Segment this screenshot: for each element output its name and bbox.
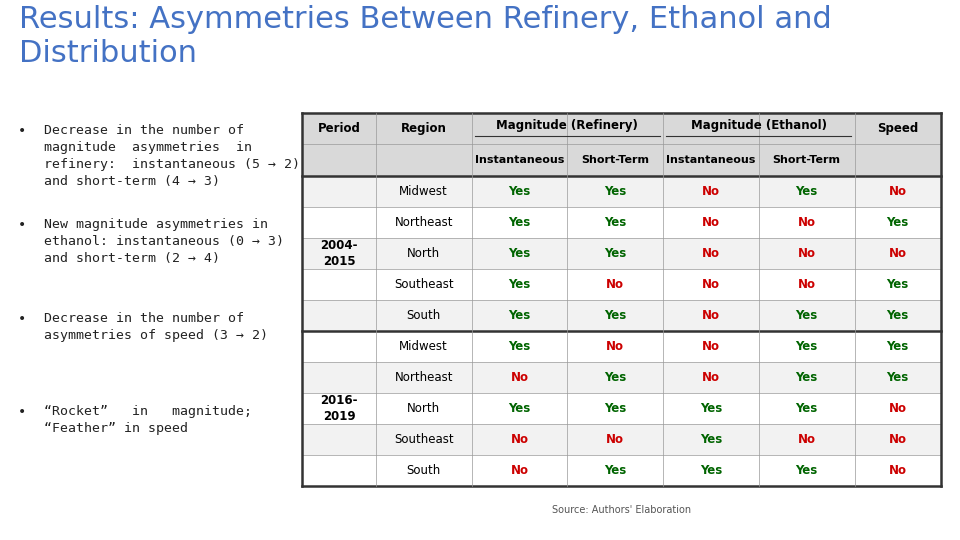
Text: No: No [889,247,906,260]
Text: North: North [407,247,441,260]
Text: 2016-
2019: 2016- 2019 [321,394,358,423]
Text: •: • [18,312,27,326]
Text: Instantaneous: Instantaneous [666,155,756,165]
Text: No: No [511,464,528,477]
Text: •: • [18,218,27,232]
Text: North: North [407,402,441,415]
Text: Yes: Yes [887,215,909,228]
Text: Yes: Yes [509,215,531,228]
Text: •: • [18,406,27,420]
Text: Yes: Yes [796,371,818,384]
Text: Period: Period [318,123,361,136]
Text: No: No [798,278,816,291]
Text: Northeast: Northeast [395,215,453,228]
Text: New magnitude asymmetries in
ethanol: instantaneous (0 → 3)
and short-term (2 → : New magnitude asymmetries in ethanol: in… [44,218,284,265]
Text: Yes: Yes [887,371,909,384]
Text: Yes: Yes [796,340,818,353]
Text: South: South [407,464,441,477]
Text: No: No [702,215,720,228]
Text: No: No [702,247,720,260]
Text: Yes: Yes [604,309,626,322]
Bar [302,424,941,455]
Text: No: No [798,247,816,260]
Text: Yes: Yes [509,402,531,415]
Bar [302,393,941,424]
Text: No: No [798,215,816,228]
Text: Yes: Yes [887,309,909,322]
Text: Yes: Yes [700,402,722,415]
Bar [302,176,941,206]
Text: Yes: Yes [604,464,626,477]
Text: Yes: Yes [604,402,626,415]
Text: No: No [702,371,720,384]
Text: Short-Term: Short-Term [773,155,841,165]
Bar [302,455,941,486]
Text: Magnitude (Refinery): Magnitude (Refinery) [496,119,638,132]
Text: Speed: Speed [877,123,919,136]
Bar [302,113,941,145]
Text: No: No [889,464,906,477]
Text: “Rocket”   in   magnitude;
“Feather” in speed: “Rocket” in magnitude; “Feather” in spee… [44,406,252,435]
Text: Yes: Yes [509,185,531,198]
Text: Yes: Yes [796,402,818,415]
Text: Southeast: Southeast [394,433,453,446]
Text: Yes: Yes [604,247,626,260]
Text: Instantaneous: Instantaneous [475,155,564,165]
Text: No: No [702,185,720,198]
Text: Yes: Yes [700,464,722,477]
Bar [302,144,941,176]
Text: Yes: Yes [700,433,722,446]
Text: Yes: Yes [604,185,626,198]
Text: Source: Authors' Elaboration: Source: Authors' Elaboration [552,504,691,515]
Text: Yes: Yes [887,340,909,353]
Text: Region: Region [400,123,446,136]
Text: 2004-
2015: 2004- 2015 [321,239,358,268]
Text: •: • [18,124,27,138]
Text: Decrease in the number of
magnitude  asymmetries  in
refinery:  instantaneous (5: Decrease in the number of magnitude asym… [44,124,300,188]
Text: Yes: Yes [796,309,818,322]
Text: Yes: Yes [796,185,818,198]
Text: Yes: Yes [604,215,626,228]
Bar [302,300,941,330]
Text: No: No [889,185,906,198]
Text: No: No [606,278,624,291]
Text: Yes: Yes [509,340,531,353]
Text: No: No [702,340,720,353]
Text: No: No [798,433,816,446]
Text: Decrease in the number of
asymmetries of speed (3 → 2): Decrease in the number of asymmetries of… [44,312,268,342]
Text: No: No [511,433,528,446]
Text: No: No [702,309,720,322]
Bar [302,362,941,393]
Text: Southeast: Southeast [394,278,453,291]
Text: Magnitude (Ethanol): Magnitude (Ethanol) [691,119,827,132]
Text: Yes: Yes [604,371,626,384]
Text: No: No [606,340,624,353]
Bar [302,238,941,268]
Text: No: No [702,278,720,291]
Text: Yes: Yes [509,278,531,291]
Text: Northeast: Northeast [395,371,453,384]
Text: Short-Term: Short-Term [581,155,649,165]
Text: No: No [889,433,906,446]
Bar [302,268,941,300]
Text: Yes: Yes [887,278,909,291]
Text: Yes: Yes [796,464,818,477]
Bar [302,206,941,238]
Text: South: South [407,309,441,322]
Text: Midwest: Midwest [399,185,448,198]
Bar [302,330,941,362]
Text: Midwest: Midwest [399,340,448,353]
Text: No: No [889,402,906,415]
Text: Yes: Yes [509,247,531,260]
Text: No: No [606,433,624,446]
Text: Results: Asymmetries Between Refinery, Ethanol and
Distribution: Results: Asymmetries Between Refinery, E… [19,5,832,68]
Text: Yes: Yes [509,309,531,322]
Text: No: No [511,371,528,384]
